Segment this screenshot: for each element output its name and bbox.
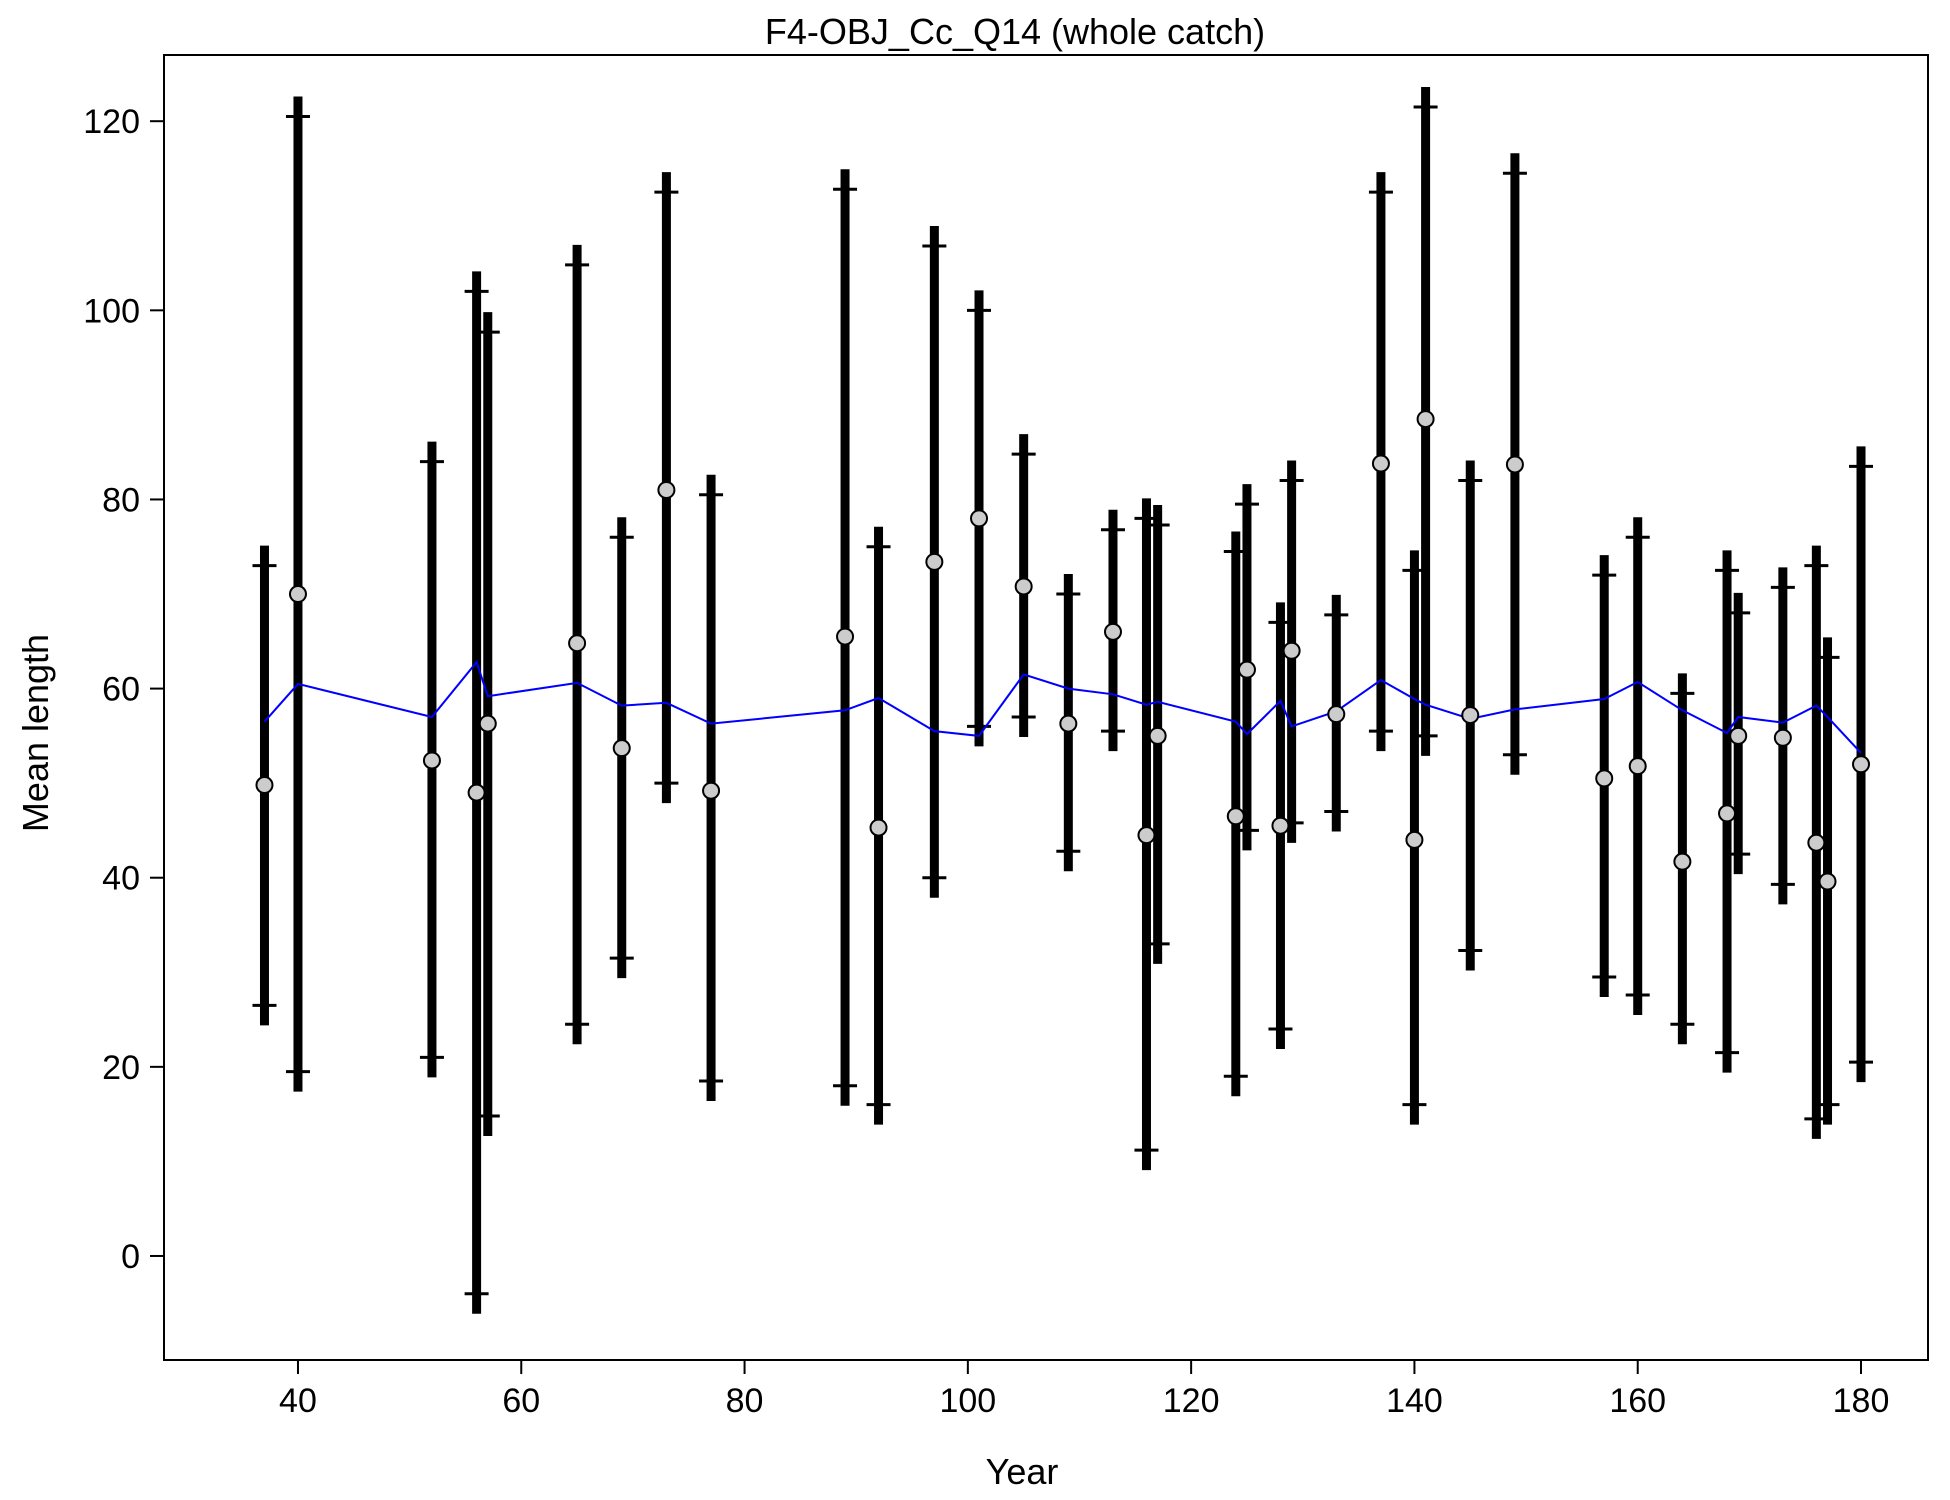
observed-point bbox=[1818, 872, 1837, 891]
plot-frame bbox=[163, 54, 1929, 1361]
y-tick-label: 0 bbox=[121, 1238, 140, 1276]
observed-point bbox=[1148, 726, 1167, 745]
observed-point bbox=[1103, 622, 1122, 641]
x-tick-label: 80 bbox=[726, 1382, 764, 1420]
observed-point bbox=[422, 751, 441, 770]
observed-point bbox=[1282, 641, 1301, 660]
observed-point bbox=[1059, 714, 1078, 733]
chart-title: F4-OBJ_Cc_Q14 (whole catch) bbox=[765, 11, 1265, 52]
observed-point bbox=[1416, 410, 1435, 429]
observed-point bbox=[255, 776, 274, 795]
x-axis-title: Year bbox=[986, 1451, 1059, 1492]
observed-point bbox=[1371, 454, 1390, 473]
observed-point bbox=[1237, 660, 1256, 679]
observed-point bbox=[1226, 807, 1245, 826]
observed-point bbox=[1729, 726, 1748, 745]
observed-point bbox=[1807, 833, 1826, 852]
observed-point bbox=[657, 481, 676, 499]
observed-point bbox=[612, 739, 631, 758]
observed-point bbox=[1014, 577, 1033, 596]
observed-point bbox=[467, 783, 486, 802]
observed-point bbox=[1628, 757, 1647, 776]
observed-point bbox=[1773, 728, 1792, 747]
x-tick-label: 140 bbox=[1386, 1382, 1443, 1420]
y-tick-label: 40 bbox=[102, 860, 140, 898]
observed-point bbox=[1405, 830, 1424, 849]
observed-point bbox=[1673, 852, 1692, 871]
observed-point bbox=[925, 552, 944, 571]
observed-point bbox=[478, 714, 497, 733]
y-tick-label: 60 bbox=[102, 671, 140, 709]
observed-point bbox=[1271, 816, 1290, 835]
y-axis-title: Mean length bbox=[15, 634, 56, 832]
x-axis: 40 60 80 100 120 140 160 180 bbox=[279, 1360, 1889, 1420]
observed-point bbox=[1505, 455, 1524, 474]
x-tick-label: 120 bbox=[1163, 1382, 1220, 1420]
y-tick-label: 120 bbox=[83, 103, 140, 141]
y-tick-label: 80 bbox=[102, 481, 140, 519]
observed-point bbox=[1852, 755, 1871, 774]
observed-point bbox=[1137, 826, 1156, 845]
x-tick-label: 180 bbox=[1833, 1382, 1890, 1420]
x-tick-label: 60 bbox=[502, 1382, 540, 1420]
observed-point bbox=[702, 781, 721, 800]
observed-point bbox=[1461, 706, 1480, 725]
y-axis: 0 20 40 60 80 100 120 bbox=[83, 103, 164, 1276]
observed-point bbox=[836, 627, 855, 646]
observed-point bbox=[288, 585, 307, 604]
x-tick-label: 100 bbox=[939, 1382, 996, 1420]
error-bars bbox=[252, 87, 1874, 1314]
observed-point bbox=[1718, 804, 1737, 823]
observed-points bbox=[255, 410, 1871, 891]
x-tick-label: 40 bbox=[279, 1382, 317, 1420]
expected-line bbox=[263, 660, 1862, 754]
observed-point bbox=[1595, 769, 1614, 788]
y-tick-label: 20 bbox=[102, 1049, 140, 1087]
x-tick-label: 160 bbox=[1609, 1382, 1666, 1420]
observed-point bbox=[869, 818, 888, 837]
expected-line-group bbox=[263, 660, 1862, 754]
observed-point bbox=[568, 634, 587, 653]
y-tick-label: 100 bbox=[83, 292, 140, 330]
observed-point bbox=[970, 509, 989, 528]
observed-point bbox=[1327, 705, 1346, 724]
